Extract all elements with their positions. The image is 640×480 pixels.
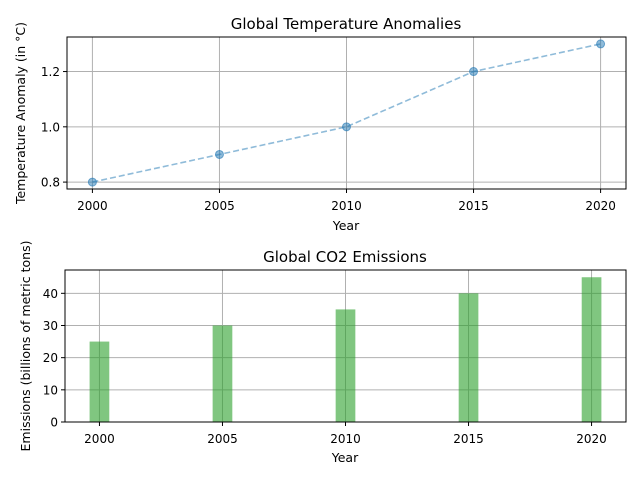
x-tick-label: 2015 [453,432,484,446]
y-tick-label: 0 [50,416,58,430]
x-axis-label: Year [331,450,359,465]
data-point [87,177,97,187]
y-tick-label: 0.8 [41,176,60,190]
x-tick-label: 2000 [84,432,115,446]
y-tick-label: 1.2 [41,65,60,79]
x-tick-label: 2015 [458,199,489,213]
chart-title: Global Temperature Anomalies [231,15,462,33]
x-tick-label: 2005 [204,199,235,213]
chart-title: Global CO2 Emissions [263,248,427,266]
emissions-chart: Global CO2 Emissions 2000 2005 2010 2015 202… [18,241,627,465]
bar [581,277,602,422]
data-point [469,67,479,77]
bar [335,309,356,422]
y-tick-label: 1.0 [41,120,60,134]
x-tick-label: 2020 [576,432,607,446]
data-point [214,149,224,159]
tick-labels: 2000 2005 2010 2015 2020 0.8 1.0 1.2 [41,65,616,213]
y-tick-label: 40 [43,287,58,301]
y-axis-label: Emissions (billions of metric tons) [18,241,33,452]
y-tick-label: 10 [43,383,58,397]
series-line [92,43,601,183]
bar [89,341,110,422]
data-point [596,39,606,49]
x-tick-label: 2000 [77,199,108,213]
temperature-chart: Global Temperature Anomalies 2000 2005 201… [13,15,627,233]
data-marks [89,277,602,422]
x-tick-label: 2020 [585,199,616,213]
tick-labels: 2000 2005 2010 2015 2020 0 10 20 30 40 [43,287,607,446]
gridlines [67,37,626,189]
bar [212,325,233,422]
x-axis-label: Year [332,218,360,233]
bar [458,293,479,422]
x-tick-label: 2010 [331,199,362,213]
y-tick-label: 20 [43,351,58,365]
x-tick-label: 2010 [330,432,361,446]
data-point [342,122,351,132]
data-marks [87,39,606,187]
y-tick-label: 30 [43,319,58,333]
x-tick-label: 2005 [207,432,238,446]
y-axis-label: Temperature Anomaly (in °C) [13,22,28,205]
